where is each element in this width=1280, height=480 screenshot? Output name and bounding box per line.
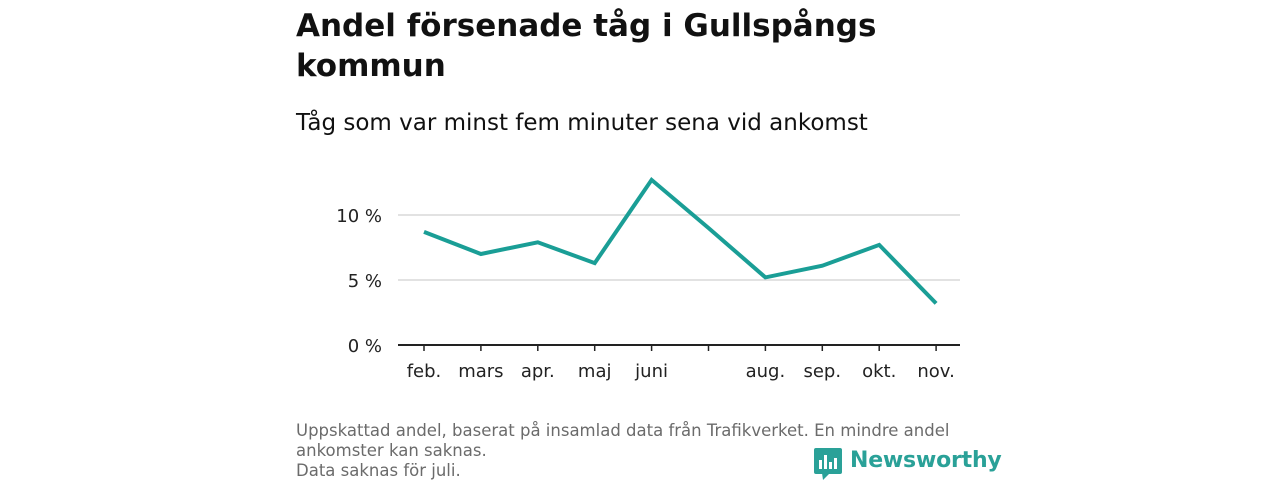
x-tick-label: aug. <box>746 361 786 382</box>
y-tick-label: 0 % <box>348 336 382 357</box>
series-layer <box>423 176 938 305</box>
footnote-line-2: ankomster kan saknas. <box>296 441 487 460</box>
x-axis <box>398 344 960 351</box>
footnote: Uppskattad andel, baserat på insamlad da… <box>296 421 986 480</box>
x-tick-label: sep. <box>803 361 841 382</box>
x-tick-label: feb. <box>407 361 442 382</box>
footnote-line-1: Uppskattad andel, baserat på insamlad da… <box>296 421 950 440</box>
chart-subtitle: Tåg som var minst fem minuter sena vid a… <box>296 110 868 136</box>
y-tick-label: 5 % <box>348 271 382 292</box>
y-axis-tick-labels: 0 % 5 % 10 % <box>336 206 382 357</box>
x-tick-label: apr. <box>521 361 555 382</box>
footnote-line-3: Data saknas för juli. <box>296 461 461 480</box>
x-tick-label: maj <box>578 361 612 382</box>
newsworthy-logo: Newsworthy <box>814 446 1002 480</box>
x-tick-label: okt. <box>862 361 896 382</box>
chart-title: Andel försenade tåg i Gullspångs kommun <box>296 8 877 84</box>
x-tick-label: mars <box>458 361 503 382</box>
y-tick-label: 10 % <box>336 206 382 227</box>
gridlines <box>398 214 960 281</box>
x-tick-label: nov. <box>917 361 954 382</box>
brand-name: Newsworthy <box>850 448 1002 473</box>
bar-chart-speech-bubble-icon <box>814 448 842 480</box>
series-line <box>423 176 938 305</box>
x-axis-tick-labels: feb. mars apr. maj juni aug. sep. okt. nov. <box>407 361 955 382</box>
line-chart: 0 % 5 % 10 % feb. mars apr. maj juni aug. sep. ok… <box>336 176 960 382</box>
x-tick-label: juni <box>634 361 668 382</box>
